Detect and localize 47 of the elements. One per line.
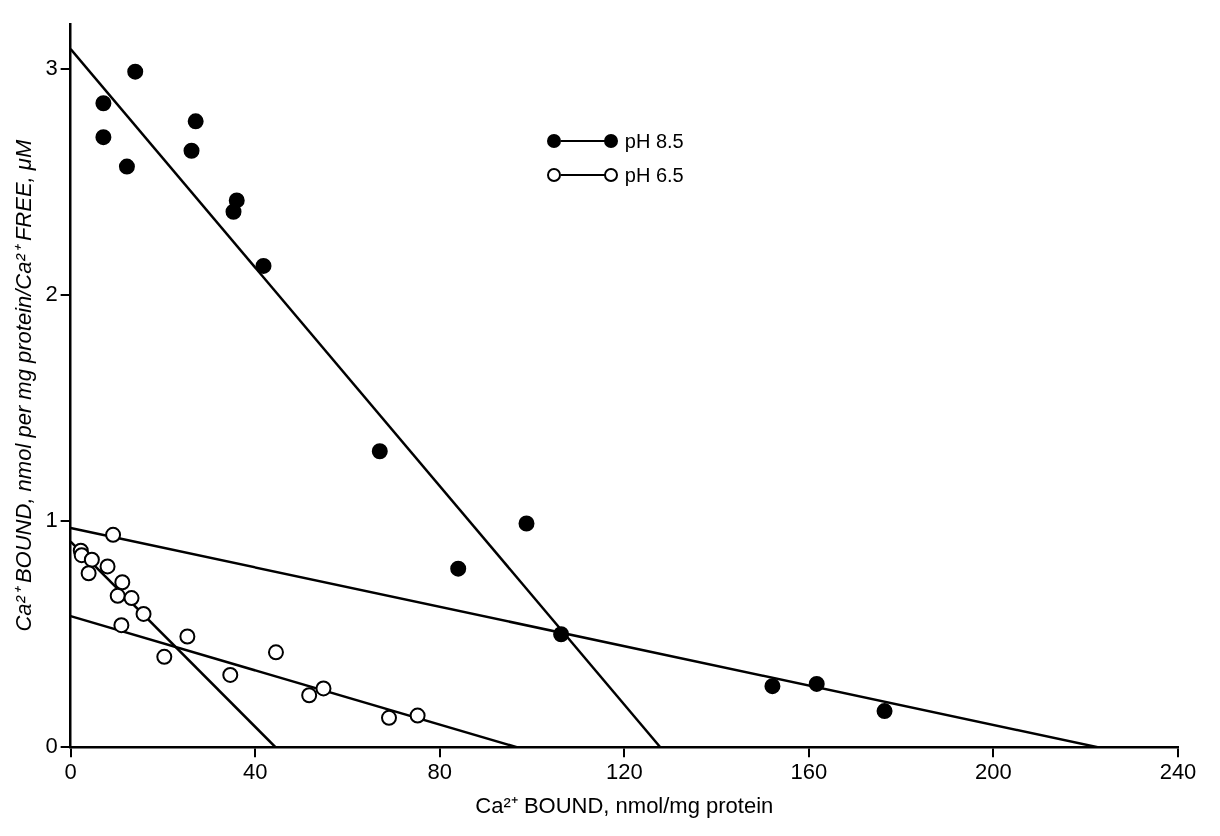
point bbox=[267, 644, 284, 661]
point bbox=[83, 551, 100, 568]
point bbox=[187, 113, 204, 130]
y-tick-label: 0 bbox=[45, 733, 58, 759]
point bbox=[315, 680, 332, 697]
x-tick-label: 200 bbox=[975, 759, 1012, 785]
point bbox=[876, 703, 893, 720]
y-tick-label: 1 bbox=[45, 507, 58, 533]
point bbox=[127, 63, 144, 80]
x-axis-title: Ca²⁺ BOUND, nmol/mg protein bbox=[475, 792, 774, 818]
point bbox=[381, 709, 397, 726]
point bbox=[135, 605, 152, 622]
point bbox=[118, 158, 135, 175]
point bbox=[371, 443, 388, 460]
x-tick-label: 120 bbox=[605, 759, 643, 785]
point bbox=[450, 560, 467, 577]
y-axis-title: Ca²⁺ BOUND, nmol per mg protein/Ca²⁺ FREE, μM bbox=[11, 139, 37, 632]
point bbox=[113, 617, 130, 634]
point bbox=[179, 628, 196, 645]
point bbox=[222, 666, 239, 683]
point bbox=[301, 687, 318, 704]
y-tick-label: 2 bbox=[45, 281, 58, 307]
point bbox=[105, 526, 122, 543]
point bbox=[553, 626, 570, 643]
x-tick-label: 160 bbox=[790, 759, 828, 785]
legend-label: pH 6.5 bbox=[624, 163, 684, 187]
y-tick-label: 3 bbox=[45, 55, 58, 81]
point bbox=[518, 515, 535, 532]
x-tick-label: 240 bbox=[1159, 759, 1197, 785]
x-tick-label: 0 bbox=[64, 759, 77, 785]
point bbox=[80, 565, 97, 582]
point bbox=[225, 203, 242, 220]
legend-label: pH 8.5 bbox=[624, 129, 684, 153]
point bbox=[156, 648, 173, 665]
point bbox=[183, 142, 200, 159]
point bbox=[808, 675, 825, 692]
point bbox=[764, 678, 781, 695]
point bbox=[99, 558, 116, 575]
point bbox=[95, 95, 112, 112]
point bbox=[95, 129, 112, 146]
x-tick-label: 40 bbox=[242, 759, 268, 785]
point bbox=[114, 574, 131, 591]
point bbox=[109, 587, 126, 604]
point bbox=[255, 257, 272, 274]
point bbox=[409, 707, 426, 724]
x-tick-label: 80 bbox=[427, 759, 452, 785]
point bbox=[123, 590, 140, 607]
